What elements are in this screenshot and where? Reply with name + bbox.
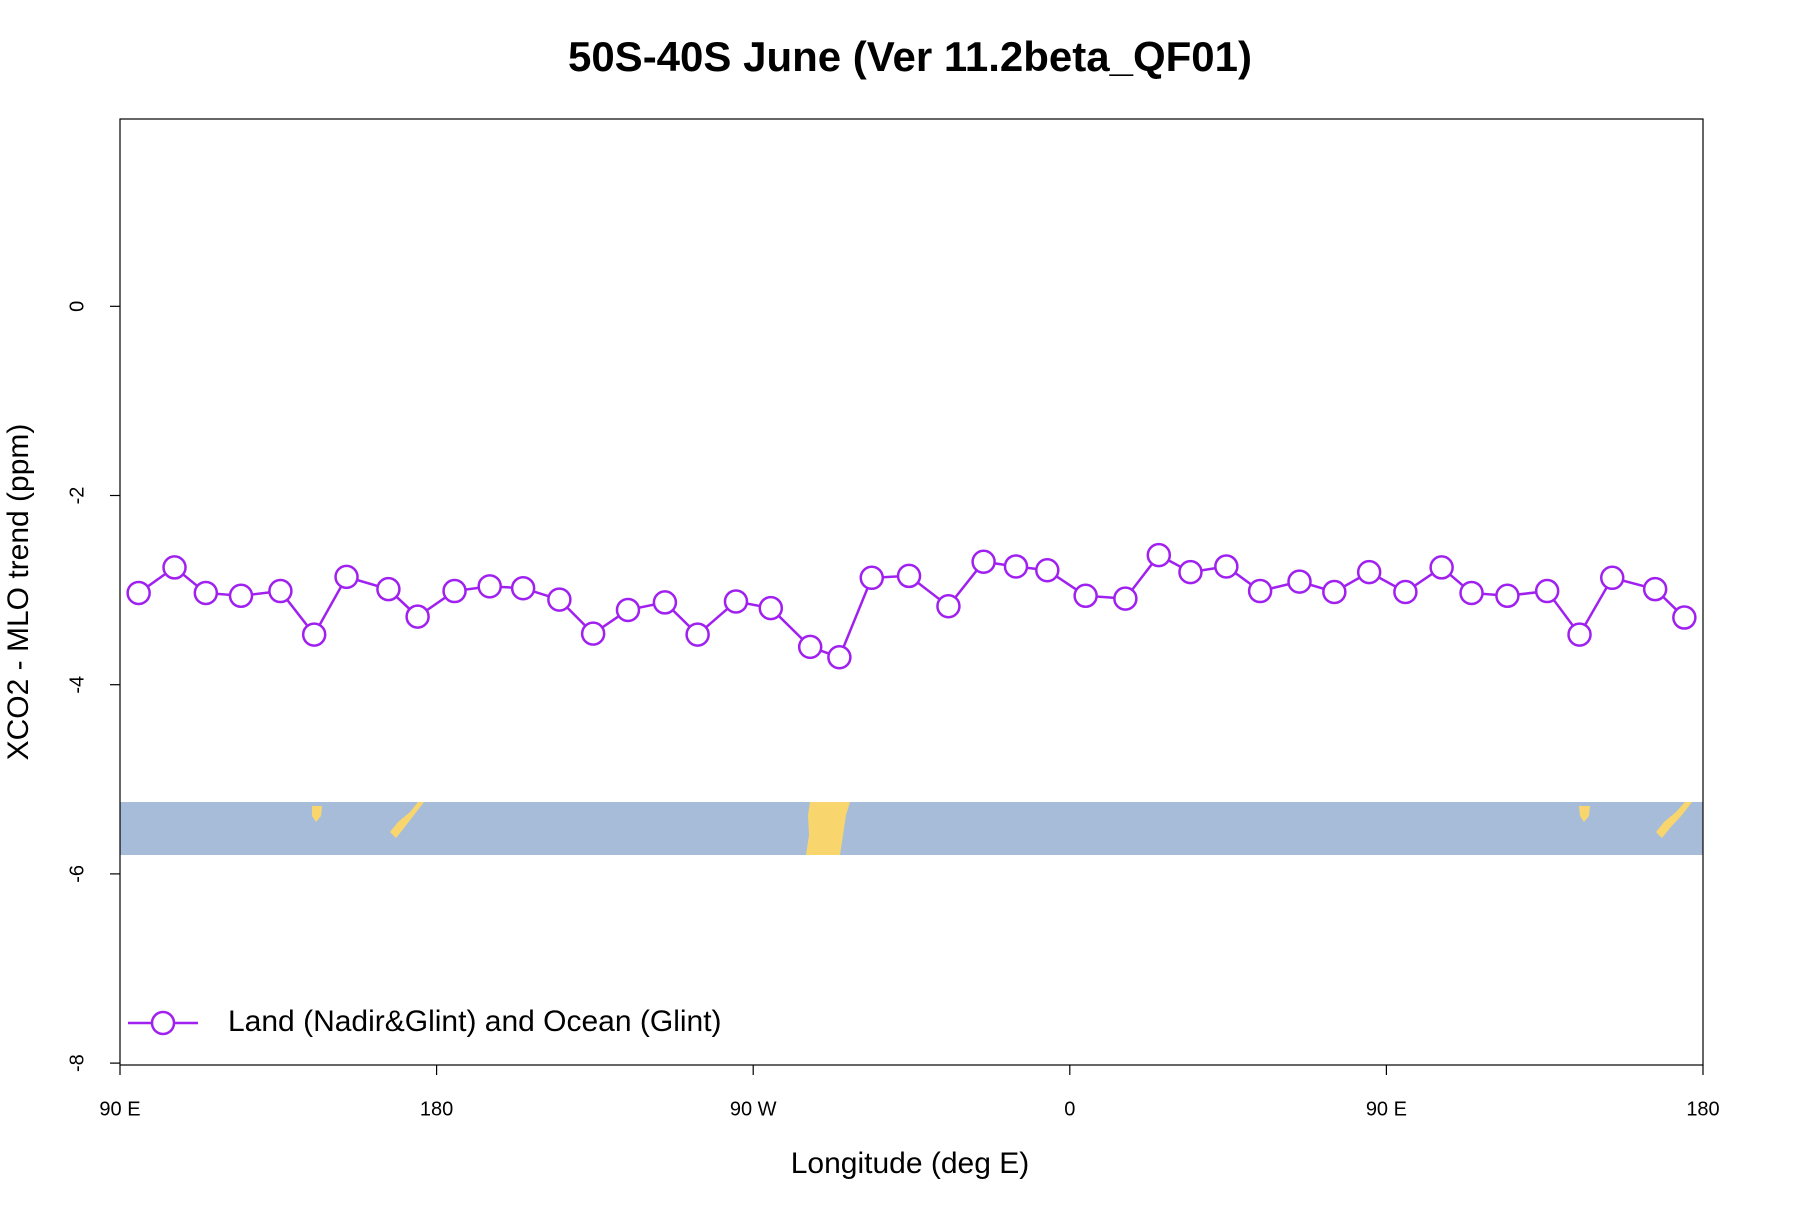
data-point xyxy=(1672,605,1697,630)
chart-title: 50S-40S June (Ver 11.2beta_QF01) xyxy=(568,33,1252,80)
data-point xyxy=(1073,583,1098,609)
x-axis-label: Longitude (deg E) xyxy=(791,1147,1030,1180)
data-point xyxy=(126,580,151,606)
data-point xyxy=(723,589,749,614)
data-point xyxy=(477,574,502,599)
data-point xyxy=(896,563,922,589)
data-point xyxy=(547,587,572,612)
data-point xyxy=(1146,542,1172,568)
y-tick-label: -8 xyxy=(66,1054,88,1072)
land-tasmania xyxy=(312,806,322,822)
y-tick-label: -6 xyxy=(66,865,88,883)
data-point xyxy=(334,564,359,590)
x-tick-label: 180 xyxy=(1686,1098,1719,1120)
land-tasmania xyxy=(1579,806,1590,822)
data-point xyxy=(859,565,884,591)
data-point xyxy=(376,576,401,602)
data-point xyxy=(1393,579,1418,605)
x-tick-label: 0 xyxy=(1064,1098,1075,1120)
data-point xyxy=(268,578,293,604)
land-south-america xyxy=(806,802,850,855)
data-point xyxy=(442,578,467,604)
data-point xyxy=(615,597,641,623)
data-point xyxy=(1178,559,1203,585)
y-tick-label: 0 xyxy=(66,301,88,312)
map-strip xyxy=(120,802,1703,855)
data-point xyxy=(1642,576,1668,602)
y-axis-label: XCO2 - MLO trend (ppm) xyxy=(2,424,35,761)
data-point xyxy=(1003,554,1029,579)
data-point xyxy=(827,645,852,670)
data-point xyxy=(971,549,996,574)
legend-marker xyxy=(150,1010,176,1036)
data-point xyxy=(1322,579,1347,605)
ocean-band xyxy=(120,802,1703,855)
data-point xyxy=(936,593,961,619)
data-point xyxy=(758,595,784,621)
data-point xyxy=(685,622,710,647)
data-point xyxy=(1214,554,1239,579)
data-point xyxy=(1495,583,1520,609)
data-point xyxy=(1459,580,1484,606)
data-point xyxy=(1247,578,1273,604)
y-tick-label: -4 xyxy=(66,676,88,694)
data-point xyxy=(510,575,536,601)
data-point xyxy=(1287,569,1312,594)
data-point xyxy=(1534,578,1560,604)
data-point xyxy=(193,580,219,606)
data-point xyxy=(405,604,430,629)
data-point xyxy=(797,634,823,660)
land-new-zealand xyxy=(1656,802,1692,838)
x-tick-label: 90 W xyxy=(730,1098,777,1120)
x-tick-label: 180 xyxy=(420,1098,453,1120)
data-point xyxy=(228,583,254,609)
data-point xyxy=(1599,565,1625,591)
data-point xyxy=(652,590,678,615)
data-point xyxy=(1035,557,1060,583)
land-new-zealand xyxy=(390,802,424,838)
data-point xyxy=(580,621,606,646)
data-point xyxy=(301,622,327,647)
data-point xyxy=(1113,586,1138,611)
legend-label: Land (Nadir&Glint) and Ocean (Glint) xyxy=(228,1005,722,1038)
data-point xyxy=(162,555,187,580)
y-tick-label: -2 xyxy=(66,487,88,505)
x-tick-label: 90 E xyxy=(99,1098,140,1120)
data-point xyxy=(1429,555,1454,580)
data-point xyxy=(1356,559,1382,585)
plot-frame xyxy=(119,118,1704,1066)
data-point xyxy=(1567,622,1592,647)
x-tick-label: 90 E xyxy=(1366,1098,1407,1120)
